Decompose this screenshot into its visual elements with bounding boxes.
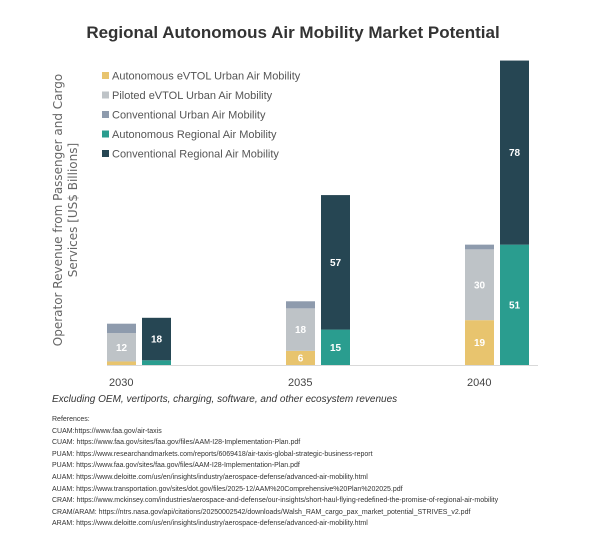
x-tick-label-2030: 2030	[109, 377, 133, 389]
bar-conventional-regional-air-mobility-2040	[500, 60, 529, 245]
bar-conventional-regional-air-mobility-2035	[321, 195, 350, 330]
data-label-autonomous-evtol-urban-air-mobility-2040: 19	[474, 338, 486, 349]
reference-item: AUAM: https://www.deloitte.com/us/en/ins…	[52, 473, 368, 481]
legend-label-autonomous-regional-air-mobility: Autonomous Regional Air Mobility	[112, 129, 277, 141]
bar-autonomous-evtol-urban-air-mobility-2040	[465, 320, 494, 365]
reference-item: ARAM: https://www.deloitte.com/us/en/ins…	[52, 520, 368, 528]
legend-swatch-piloted-evtol-urban-air-mobility	[102, 91, 109, 99]
bar-piloted-evtol-urban-air-mobility-2030	[107, 333, 136, 362]
bar-conventional-urban-air-mobility-2040	[465, 244, 494, 250]
bars: 12 18 6 18 15 57 19 30 51 78	[107, 60, 529, 365]
legend-label-autonomous-evtol-urban-air-mobility: Autonomous eVTOL Urban Air Mobility	[112, 71, 301, 83]
bar-piloted-evtol-urban-air-mobility-2035	[286, 308, 315, 351]
legend-swatch-conventional-urban-air-mobility	[102, 111, 109, 118]
data-label-piloted-evtol-urban-air-mobility-2040: 30	[474, 280, 486, 291]
legend-swatch-autonomous-evtol-urban-air-mobility	[102, 72, 109, 79]
reference-item: CRAM/ARAM: https://ntrs.nasa.gov/api/cit…	[52, 508, 471, 516]
bar-autonomous-regional-air-mobility-2035	[321, 329, 350, 365]
data-label-autonomous-regional-air-mobility-2040: 51	[509, 300, 521, 311]
reference-item: PUAM: https://www.faa.gov/sites/faa.gov/…	[52, 462, 300, 470]
footnote: Excluding OEM, vertiports, charging, sof…	[52, 394, 398, 405]
data-label-conventional-regional-air-mobility-2040: 78	[509, 148, 521, 159]
x-axis-ticks: 2030 2035 2040	[109, 377, 491, 389]
data-label-piloted-evtol-urban-air-mobility-2035: 18	[295, 325, 307, 336]
x-tick-label-2040: 2040	[467, 377, 491, 389]
bar-piloted-evtol-urban-air-mobility-2040	[465, 249, 494, 321]
data-label-conventional-regional-air-mobility-2030: 18	[151, 335, 163, 346]
legend-swatch-autonomous-regional-air-mobility	[102, 130, 109, 138]
bar-conventional-urban-air-mobility-2030	[107, 323, 136, 334]
y-axis-label-line-1: Operator Revenue from Passenger and Carg…	[51, 74, 65, 346]
bar-conventional-urban-air-mobility-2035	[286, 301, 315, 309]
data-label-autonomous-evtol-urban-air-mobility-2035: 6	[298, 353, 304, 364]
data-label-autonomous-regional-air-mobility-2035: 15	[330, 343, 342, 354]
bar-autonomous-regional-air-mobility-2040	[500, 244, 529, 365]
legend: Autonomous eVTOL Urban Air Mobility Pilot…	[102, 71, 301, 161]
legend-label-piloted-evtol-urban-air-mobility: Piloted eVTOL Urban Air Mobility	[112, 90, 273, 102]
legend-label-conventional-urban-air-mobility: Conventional Urban Air Mobility	[112, 110, 266, 122]
y-axis-label: Operator Revenue from Passenger and Carg…	[51, 74, 80, 346]
x-tick-label-2035: 2035	[288, 377, 312, 389]
bar-autonomous-evtol-urban-air-mobility-2030	[107, 361, 136, 365]
data-label-piloted-evtol-urban-air-mobility-2030: 12	[116, 343, 128, 354]
references: References: CUAM:https://www.faa.gov/air…	[52, 414, 498, 530]
reference-item: CUAM:https://www.faa.gov/air-taxis	[52, 427, 162, 435]
legend-swatch-conventional-regional-air-mobility	[102, 150, 109, 157]
reference-item: CUAM: https://www.faa.gov/sites/faa.gov/…	[52, 439, 301, 447]
chart-title: Regional Autonomous Air Mobility Market …	[86, 23, 499, 42]
legend-label-conventional-regional-air-mobility: Conventional Regional Air Mobility	[112, 149, 279, 161]
reference-item: CRAM: https://www.mckinsey.com/industrie…	[52, 497, 499, 505]
bar-conventional-regional-air-mobility-2030	[142, 317, 171, 361]
reference-item: AUAM: https://www.transportation.gov/sit…	[52, 485, 403, 493]
reference-item: PUAM: https://www.researchandmarkets.com…	[52, 450, 373, 458]
bar-autonomous-evtol-urban-air-mobility-2035	[286, 350, 315, 365]
y-axis-label-line-2: Services [US$ Billions]	[66, 143, 80, 277]
references-heading: References:	[52, 416, 90, 423]
data-label-conventional-regional-air-mobility-2035: 57	[330, 258, 342, 269]
bar-autonomous-regional-air-mobility-2030	[142, 360, 171, 365]
